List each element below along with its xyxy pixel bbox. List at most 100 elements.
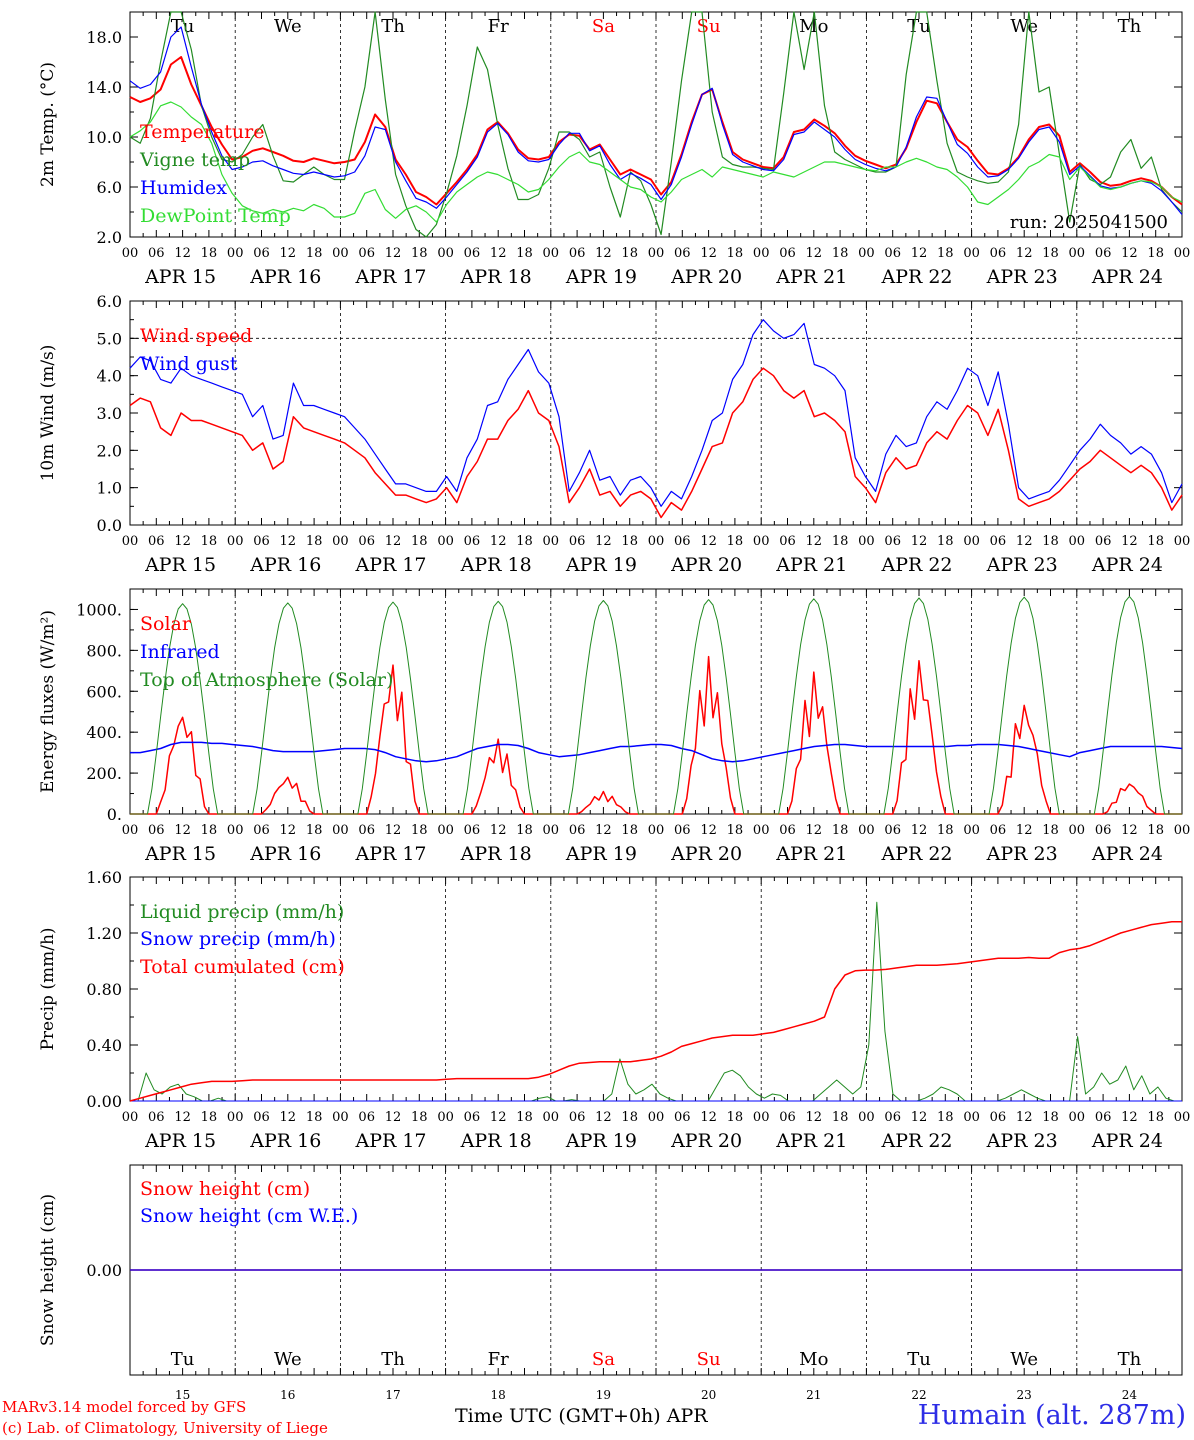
hour-tick-label: 18 <box>306 534 323 549</box>
hour-tick-label: 06 <box>990 1110 1007 1125</box>
day-name: We <box>1010 1349 1038 1370</box>
date-label: APR 22 <box>880 266 952 288</box>
date-label: APR 22 <box>880 554 952 576</box>
date-label: APR 17 <box>354 843 426 865</box>
hour-tick-label: 06 <box>990 534 1007 549</box>
day-name: Tu <box>907 1349 931 1370</box>
hour-tick-label: 12 <box>700 823 717 838</box>
hour-tick-label: 12 <box>280 246 297 261</box>
hour-tick-label: 12 <box>280 823 297 838</box>
hour-tick-label: 00 <box>858 534 875 549</box>
hour-tick-label: 00 <box>543 246 560 261</box>
hour-tick-label: 18 <box>306 823 323 838</box>
hour-tick-label: 12 <box>595 823 612 838</box>
hour-tick-label: 12 <box>806 823 823 838</box>
hour-tick-label: 12 <box>490 534 507 549</box>
day-name: Su <box>697 1349 721 1370</box>
day-number: 24 <box>1122 1388 1138 1402</box>
model-credit: MARv3.14 model forced by GFS <box>2 1398 247 1416</box>
hour-tick-label: 18 <box>937 1110 954 1125</box>
day-name: Th <box>1118 16 1142 37</box>
hour-tick-label: 12 <box>1016 534 1033 549</box>
day-name: We <box>274 16 302 37</box>
date-label: APR 19 <box>565 554 637 576</box>
hour-tick-label: 06 <box>1095 1110 1112 1125</box>
hour-tick-label: 18 <box>201 1110 218 1125</box>
date-label: APR 16 <box>249 266 321 288</box>
hour-tick-label: 00 <box>332 246 349 261</box>
hour-tick-label: 12 <box>806 1110 823 1125</box>
date-label: APR 24 <box>1091 554 1163 576</box>
y-tick-label: 0.00 <box>86 1092 122 1111</box>
series-line-temperature <box>129 56 1183 206</box>
hour-tick-label: 06 <box>779 534 796 549</box>
y-tick-label: 400. <box>86 723 122 742</box>
hour-tick-label: 00 <box>1174 823 1191 838</box>
hour-tick-label: 18 <box>411 1110 428 1125</box>
hour-tick-label: 00 <box>753 823 770 838</box>
hour-tick-label: 00 <box>648 1110 665 1125</box>
hour-tick-label: 12 <box>911 1110 928 1125</box>
hour-tick-label: 12 <box>1016 1110 1033 1125</box>
hour-tick-label: 12 <box>174 534 191 549</box>
legend-entry: Liquid precip (mm/h) <box>140 901 344 923</box>
hour-tick-label: 06 <box>569 534 586 549</box>
hour-tick-label: 06 <box>884 823 901 838</box>
y-tick-label: 1.20 <box>86 924 122 943</box>
hour-tick-label: 18 <box>201 246 218 261</box>
hour-tick-label: 18 <box>1147 246 1164 261</box>
hour-tick-label: 18 <box>516 1110 533 1125</box>
day-name: Mo <box>799 16 828 37</box>
date-label: APR 16 <box>249 1130 321 1152</box>
hour-tick-label: 06 <box>779 246 796 261</box>
hour-tick-label: 06 <box>253 823 270 838</box>
hour-tick-label: 00 <box>1069 534 1086 549</box>
date-label: APR 20 <box>670 843 742 865</box>
hour-tick-label: 06 <box>358 246 375 261</box>
hour-tick-label: 00 <box>963 823 980 838</box>
hour-tick-label: 00 <box>858 823 875 838</box>
hour-tick-label: 18 <box>411 823 428 838</box>
hour-tick-label: 18 <box>1042 823 1059 838</box>
y-tick-label: 0. <box>107 805 122 824</box>
y-tick-label: 4.0 <box>97 367 122 386</box>
hour-tick-label: 00 <box>1174 534 1191 549</box>
date-label: APR 17 <box>354 1130 426 1152</box>
hour-tick-label: 12 <box>806 246 823 261</box>
day-number: 22 <box>911 1388 926 1402</box>
legend-entry: Snow height (cm) <box>140 1178 310 1200</box>
day-number: 15 <box>175 1388 190 1402</box>
hour-tick-label: 00 <box>858 1110 875 1125</box>
hour-tick-label: 12 <box>174 246 191 261</box>
hour-tick-label: 06 <box>464 246 481 261</box>
hour-tick-label: 06 <box>253 1110 270 1125</box>
hour-tick-label: 18 <box>727 534 744 549</box>
hour-tick-label: 06 <box>779 1110 796 1125</box>
hour-tick-label: 12 <box>385 534 402 549</box>
hour-tick-label: 12 <box>700 534 717 549</box>
hour-tick-label: 12 <box>1016 823 1033 838</box>
legend-entry: Snow height (cm W.E.) <box>140 1205 358 1227</box>
hour-tick-label: 00 <box>332 1110 349 1125</box>
hour-tick-label: 18 <box>201 823 218 838</box>
hour-tick-label: 00 <box>753 1110 770 1125</box>
hour-tick-label: 00 <box>753 534 770 549</box>
hour-tick-label: 18 <box>937 823 954 838</box>
date-label: APR 15 <box>144 1130 216 1152</box>
day-number: 20 <box>701 1388 716 1402</box>
hour-tick-label: 00 <box>437 1110 454 1125</box>
legend-entry: Snow precip (mm/h) <box>140 928 336 950</box>
hour-tick-label: 00 <box>332 823 349 838</box>
hour-tick-label: 06 <box>674 823 691 838</box>
day-name: We <box>1010 16 1038 37</box>
hour-tick-label: 00 <box>963 534 980 549</box>
legend-entry: Top of Atmosphere (Solar) <box>140 669 393 691</box>
date-label: APR 20 <box>670 1130 742 1152</box>
hour-tick-label: 00 <box>227 1110 244 1125</box>
hour-tick-label: 00 <box>1069 246 1086 261</box>
y-tick-label: 14.0 <box>86 78 122 97</box>
hour-tick-label: 06 <box>464 1110 481 1125</box>
day-name: Fr <box>488 16 509 37</box>
hour-tick-label: 00 <box>1069 823 1086 838</box>
hour-tick-label: 12 <box>490 823 507 838</box>
